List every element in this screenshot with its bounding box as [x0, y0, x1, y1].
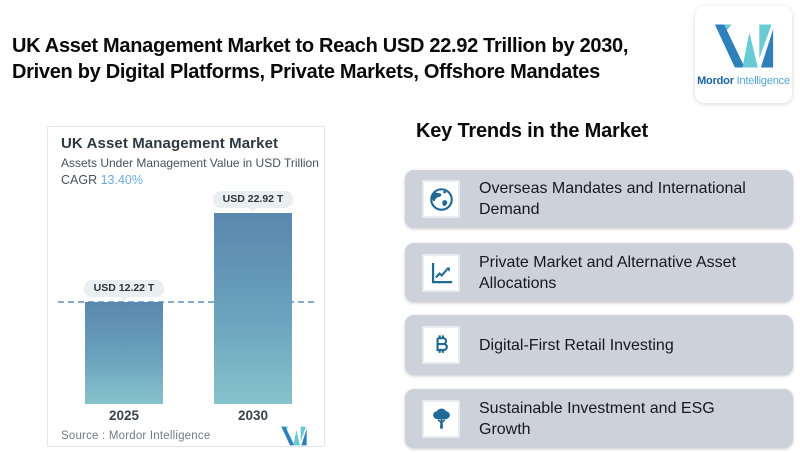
trend-card-esg-growth: Sustainable Investment and ESG Growth: [405, 389, 793, 448]
axis-label-2030: 2030: [237, 408, 269, 423]
logo-word-bold: Mordor: [697, 74, 734, 87]
mordor-mini-logo-icon: [279, 426, 309, 446]
trend-card-private-markets: Private Market and Alternative Asset All…: [405, 243, 793, 302]
trend-icon-box: [422, 180, 460, 218]
trend-label: Digital-First Retail Investing: [479, 336, 674, 354]
logo-wordmark: Mordor Intelligence: [697, 75, 790, 87]
trend-card-digital-retail: Digital-First Retail Investing: [405, 315, 793, 375]
value-label-2025: USD 12.22 T: [84, 280, 164, 301]
tree-icon: [432, 408, 450, 429]
reference-dashed-line: [58, 301, 314, 303]
chart-subtitle: Assets Under Management Value in USD Tri…: [61, 156, 319, 170]
globe-icon: [429, 187, 453, 211]
trends-heading: Key Trends in the Market: [416, 120, 648, 142]
trend-label: Overseas Mandates and International Dema…: [479, 180, 746, 218]
axis-label-2025: 2025: [108, 408, 140, 423]
source-note: Source : Mordor Intelligence: [61, 430, 211, 442]
chart-cagr: CAGR 13.40%: [61, 173, 143, 187]
bitcoin-icon: [435, 334, 448, 353]
trend-icon-box: [422, 399, 460, 438]
value-label-2030: USD 22.92 T: [213, 191, 293, 212]
page-title: UK Asset Management Market to Reach USD …: [12, 33, 628, 85]
cagr-value: 13.40%: [100, 173, 143, 187]
chart-title: UK Asset Management Market: [61, 135, 279, 152]
trend-icon-box: [422, 326, 460, 364]
logo-word-light: Intelligence: [736, 74, 790, 87]
mordor-intelligence-logo: Mordor Intelligence: [695, 6, 792, 103]
line-chart-icon: [431, 262, 452, 284]
bar-2025: [85, 302, 163, 404]
mordor-logo-icon: [711, 23, 777, 69]
aum-bar-chart-card: UK Asset Management Market Assets Under …: [47, 126, 325, 447]
trend-label: Private Market and Alternative Asset All…: [479, 253, 737, 292]
trend-card-overseas-mandates: Overseas Mandates and International Dema…: [405, 170, 793, 228]
trend-label: Sustainable Investment and ESG Growth: [479, 399, 715, 438]
trend-icon-box: [422, 253, 460, 292]
bar-2030: [214, 213, 292, 404]
page-title-line2: Driven by Digital Platforms, Private Mar…: [12, 61, 600, 83]
page-title-line1: UK Asset Management Market to Reach USD …: [12, 35, 629, 57]
cagr-label: CAGR: [61, 173, 101, 187]
